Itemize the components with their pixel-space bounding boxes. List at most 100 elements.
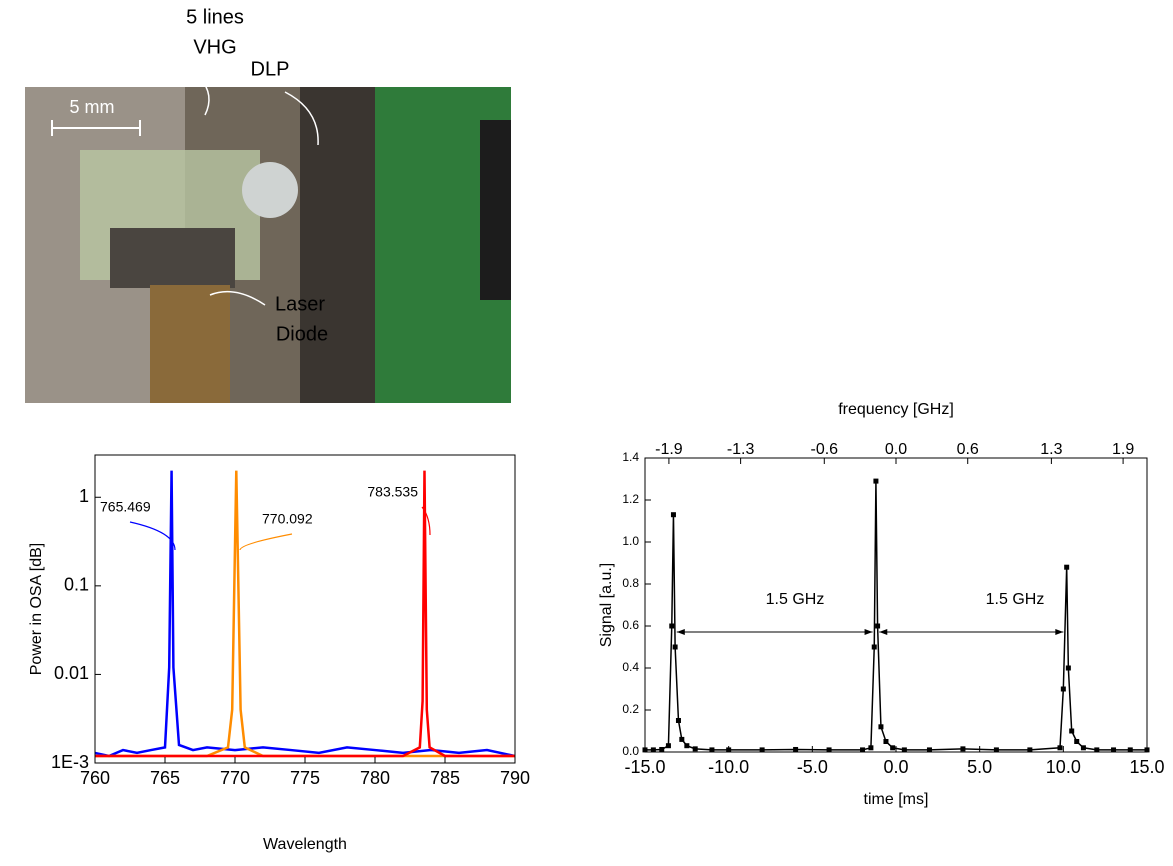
marker (1094, 747, 1100, 753)
arrow (209, 290, 266, 306)
photo-label: DLP (251, 58, 290, 80)
x2-tick-label: 0.6 (957, 441, 979, 458)
marker (650, 747, 656, 753)
plot-frame (644, 457, 1148, 753)
annotation-arrow (239, 533, 293, 551)
y-tick-label: 0.01 (54, 663, 89, 683)
y-tick-label: 1 (79, 486, 89, 506)
y-tick-label: 0.8 (622, 576, 639, 590)
x2-tick-label: -1.3 (727, 441, 755, 458)
x-tick-label: 790 (500, 768, 530, 788)
photo-lens (242, 162, 298, 218)
photo-label: VHG (193, 36, 236, 58)
y-tick-label: 1E-3 (51, 752, 89, 772)
marker (675, 718, 681, 723)
x-tick-label: -10.0 (708, 757, 749, 777)
marker (709, 747, 715, 753)
arrow (199, 77, 210, 116)
marker (672, 644, 678, 650)
marker (883, 739, 889, 744)
marker (679, 736, 685, 742)
y-tick-label: 0.6 (622, 618, 639, 632)
photo-label: Laser (275, 293, 325, 315)
photo-label: Diode (276, 323, 328, 345)
x-tick-label: 760 (80, 768, 110, 788)
marker (1027, 747, 1033, 753)
photo-label: 5 lines (186, 6, 244, 28)
marker (759, 747, 765, 753)
marker (1057, 745, 1063, 751)
y-axis-title: Signal [a.u.] (598, 563, 615, 648)
marker (659, 746, 665, 752)
y-tick-label: 0.0 (622, 744, 639, 758)
y-tick-label: 1.4 (622, 450, 639, 464)
x-tick-label: 15.0 (1129, 757, 1164, 777)
marker (878, 724, 884, 730)
x-tick-label: 5.0 (967, 757, 992, 777)
annotation: 1.5 GHz (986, 591, 1045, 608)
marker (793, 746, 799, 752)
plot-frame (94, 454, 516, 764)
y-tick-label: 0.4 (622, 660, 639, 674)
photo-block (110, 228, 235, 288)
x2-tick-label: 1.3 (1040, 441, 1062, 458)
marker (1127, 747, 1133, 753)
x-tick-label: 775 (290, 768, 320, 788)
series-line (645, 481, 1147, 751)
marker (1065, 665, 1071, 671)
series-line (95, 470, 515, 758)
marker (993, 747, 999, 753)
marker (1064, 564, 1070, 570)
marker (1074, 739, 1080, 744)
marker (1111, 747, 1117, 753)
x-tick-label: 0.0 (883, 757, 908, 777)
x2-tick-label: -1.9 (655, 441, 683, 458)
marker (1060, 686, 1066, 692)
x-tick-label: -15.0 (624, 757, 665, 777)
marker (826, 747, 832, 753)
x2-tick-label: -0.6 (810, 441, 838, 458)
y-tick-label: 1.0 (622, 534, 639, 548)
x-axis-title: time [ms] (864, 791, 929, 808)
annotation: 770.092 (262, 511, 313, 527)
marker (871, 644, 877, 650)
marker (926, 747, 932, 753)
marker (670, 512, 676, 518)
marker (1080, 745, 1086, 751)
photo-label: 5 mm (70, 97, 115, 117)
marker (868, 745, 874, 751)
annotation-arrow (421, 506, 431, 536)
y-axis-title: Power in OSA [dB] (28, 543, 45, 676)
annotation-arrow (129, 521, 176, 551)
marker (960, 746, 966, 752)
marker (890, 745, 896, 751)
x-tick-label: 10.0 (1046, 757, 1081, 777)
marker (901, 747, 907, 753)
annotation: 765.469 (100, 499, 151, 515)
x2-tick-label: 1.9 (1112, 441, 1134, 458)
arrow (284, 91, 319, 146)
x-tick-label: 785 (430, 768, 460, 788)
marker (873, 478, 879, 484)
x-tick-label: 765 (150, 768, 180, 788)
x-tick-label: -5.0 (797, 757, 828, 777)
x-tick-label: 770 (220, 768, 250, 788)
x-tick-label: 780 (360, 768, 390, 788)
y-tick-label: 0.1 (64, 575, 89, 595)
x2-axis-title: frequency [GHz] (838, 401, 954, 418)
marker (692, 746, 698, 752)
annotation: 783.535 (367, 484, 418, 500)
marker (1069, 728, 1075, 734)
marker (665, 743, 671, 749)
y-tick-label: 0.2 (622, 702, 639, 716)
photo-chip (480, 120, 511, 300)
x2-tick-label: 0.0 (885, 441, 907, 458)
marker (669, 623, 675, 629)
photo-diode (150, 285, 230, 403)
x-axis-title: Wavelength (263, 836, 347, 853)
marker (684, 743, 690, 749)
y-tick-label: 1.2 (622, 492, 639, 506)
marker (860, 747, 866, 753)
marker (875, 623, 881, 629)
